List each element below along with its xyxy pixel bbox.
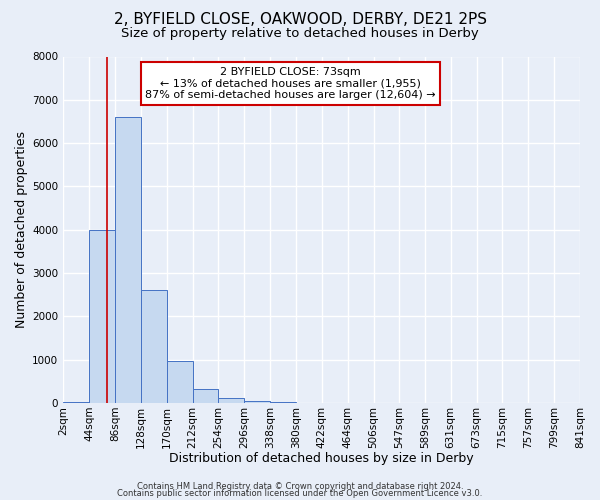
Text: Contains public sector information licensed under the Open Government Licence v3: Contains public sector information licen… <box>118 490 482 498</box>
Text: Size of property relative to detached houses in Derby: Size of property relative to detached ho… <box>121 28 479 40</box>
Bar <box>141 290 167 403</box>
Text: Contains HM Land Registry data © Crown copyright and database right 2024.: Contains HM Land Registry data © Crown c… <box>137 482 463 491</box>
Bar <box>167 361 193 403</box>
Text: 2 BYFIELD CLOSE: 73sqm
← 13% of detached houses are smaller (1,955)
87% of semi-: 2 BYFIELD CLOSE: 73sqm ← 13% of detached… <box>145 67 436 100</box>
Y-axis label: Number of detached properties: Number of detached properties <box>15 131 28 328</box>
X-axis label: Distribution of detached houses by size in Derby: Distribution of detached houses by size … <box>169 452 474 465</box>
Bar <box>244 401 270 403</box>
Bar <box>115 117 141 403</box>
Bar <box>89 230 115 403</box>
Bar <box>193 388 218 403</box>
Bar <box>63 402 89 403</box>
Bar <box>218 398 244 403</box>
Bar <box>270 402 296 403</box>
Text: 2, BYFIELD CLOSE, OAKWOOD, DERBY, DE21 2PS: 2, BYFIELD CLOSE, OAKWOOD, DERBY, DE21 2… <box>113 12 487 28</box>
